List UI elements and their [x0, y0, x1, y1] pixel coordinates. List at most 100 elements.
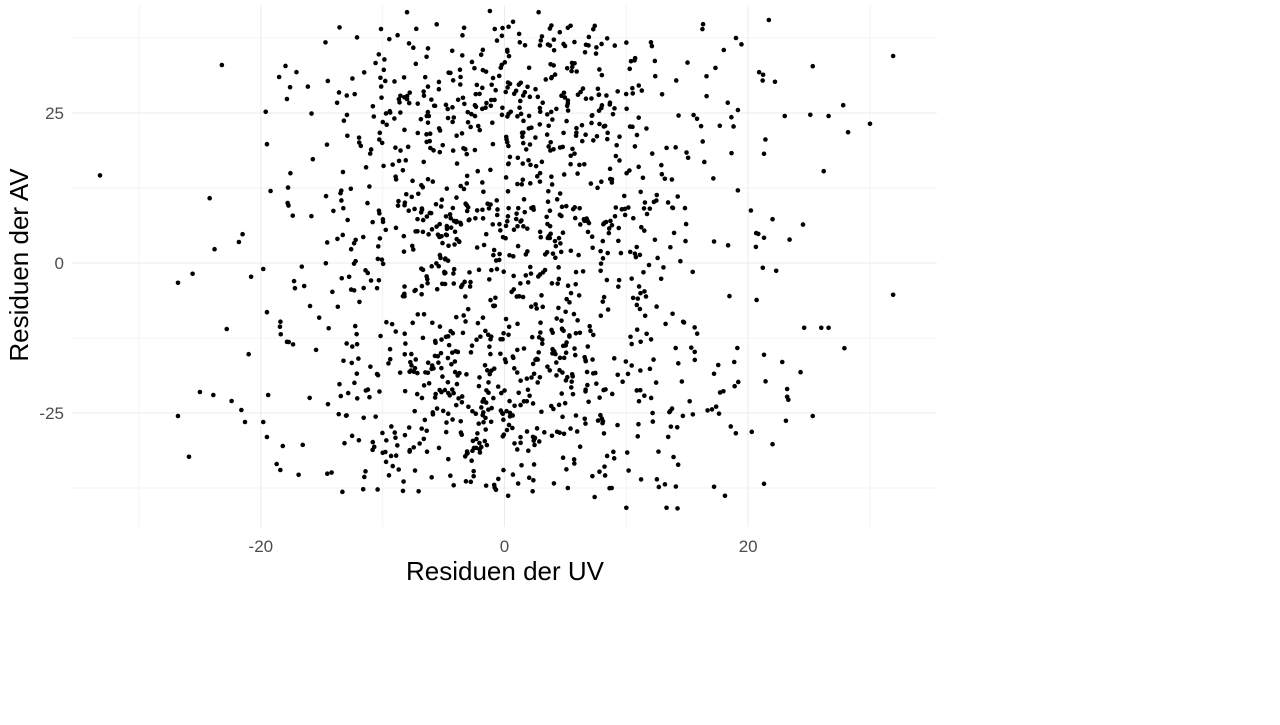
- data-point: [613, 205, 619, 210]
- data-point: [461, 313, 466, 318]
- data-point: [482, 362, 488, 368]
- data-point: [285, 200, 290, 206]
- data-point: [602, 123, 608, 129]
- data-point: [424, 428, 430, 434]
- data-point: [664, 145, 669, 151]
- data-point: [452, 369, 458, 375]
- data-point: [463, 294, 468, 299]
- data-point: [504, 47, 510, 53]
- data-point: [484, 388, 489, 393]
- data-point: [537, 43, 543, 48]
- data-point: [589, 234, 595, 240]
- data-point: [348, 246, 354, 252]
- data-point: [386, 473, 392, 478]
- data-point: [490, 120, 495, 125]
- data-point: [729, 150, 734, 156]
- data-point: [339, 198, 344, 203]
- data-point: [425, 120, 431, 125]
- data-point: [668, 244, 673, 250]
- data-point: [692, 357, 698, 363]
- data-point: [654, 477, 660, 482]
- data-point: [447, 212, 453, 217]
- data-point: [450, 330, 456, 336]
- data-point: [370, 219, 375, 225]
- data-point: [585, 382, 590, 388]
- data-point: [649, 151, 655, 156]
- data-point: [400, 167, 406, 173]
- data-point: [525, 226, 530, 231]
- data-point: [376, 277, 382, 283]
- data-point: [725, 243, 731, 248]
- data-point: [704, 93, 709, 99]
- data-point: [224, 326, 230, 332]
- data-point: [589, 120, 594, 126]
- data-point: [448, 215, 454, 221]
- data-point: [558, 249, 564, 255]
- data-point: [595, 418, 601, 423]
- data-point: [413, 61, 419, 67]
- data-point: [387, 36, 392, 42]
- data-point: [567, 334, 572, 339]
- data-point: [389, 424, 394, 429]
- data-point: [412, 408, 417, 414]
- data-point: [444, 186, 450, 191]
- data-point: [335, 236, 340, 242]
- data-point: [506, 205, 511, 211]
- data-point: [560, 414, 565, 420]
- data-point: [505, 85, 510, 90]
- data-point: [478, 334, 483, 339]
- data-point: [453, 314, 459, 320]
- data-point: [491, 303, 497, 309]
- data-point: [574, 130, 579, 136]
- data-point: [459, 400, 465, 405]
- data-point: [278, 331, 284, 337]
- data-point: [381, 67, 387, 73]
- data-point: [363, 388, 369, 393]
- data-point: [430, 320, 435, 326]
- data-point: [371, 114, 377, 119]
- data-point: [680, 413, 686, 419]
- data-point: [586, 34, 592, 40]
- data-point: [538, 38, 544, 43]
- data-point: [581, 161, 587, 167]
- data-point: [468, 279, 473, 285]
- data-point: [525, 387, 531, 393]
- data-point: [826, 113, 831, 119]
- data-points: [97, 8, 896, 511]
- data-point: [533, 163, 539, 169]
- data-point: [425, 176, 431, 182]
- data-point: [570, 391, 576, 397]
- data-point: [735, 345, 740, 351]
- data-point: [473, 411, 479, 417]
- data-point: [483, 231, 489, 237]
- data-point: [597, 121, 602, 127]
- data-point: [522, 89, 528, 95]
- data-point: [601, 387, 606, 393]
- data-point: [616, 284, 621, 289]
- data-point: [770, 216, 775, 222]
- data-point: [307, 395, 312, 401]
- data-point: [567, 300, 572, 305]
- data-point: [472, 102, 478, 108]
- data-point: [437, 128, 443, 133]
- data-point: [481, 396, 487, 402]
- data-point: [552, 238, 558, 244]
- data-point: [229, 398, 234, 404]
- data-point: [534, 306, 540, 311]
- data-point: [401, 233, 407, 239]
- data-point: [530, 434, 536, 440]
- data-point: [542, 430, 547, 435]
- data-point: [554, 373, 559, 378]
- data-point: [685, 60, 690, 65]
- data-point: [556, 276, 562, 282]
- data-point: [535, 380, 540, 385]
- data-point: [439, 197, 445, 203]
- data-point: [490, 141, 496, 147]
- data-point: [515, 114, 520, 119]
- data-point: [602, 464, 607, 469]
- data-point: [668, 424, 674, 429]
- data-point: [721, 47, 727, 53]
- data-point: [633, 254, 639, 260]
- data-point: [638, 368, 643, 373]
- data-point: [344, 112, 350, 118]
